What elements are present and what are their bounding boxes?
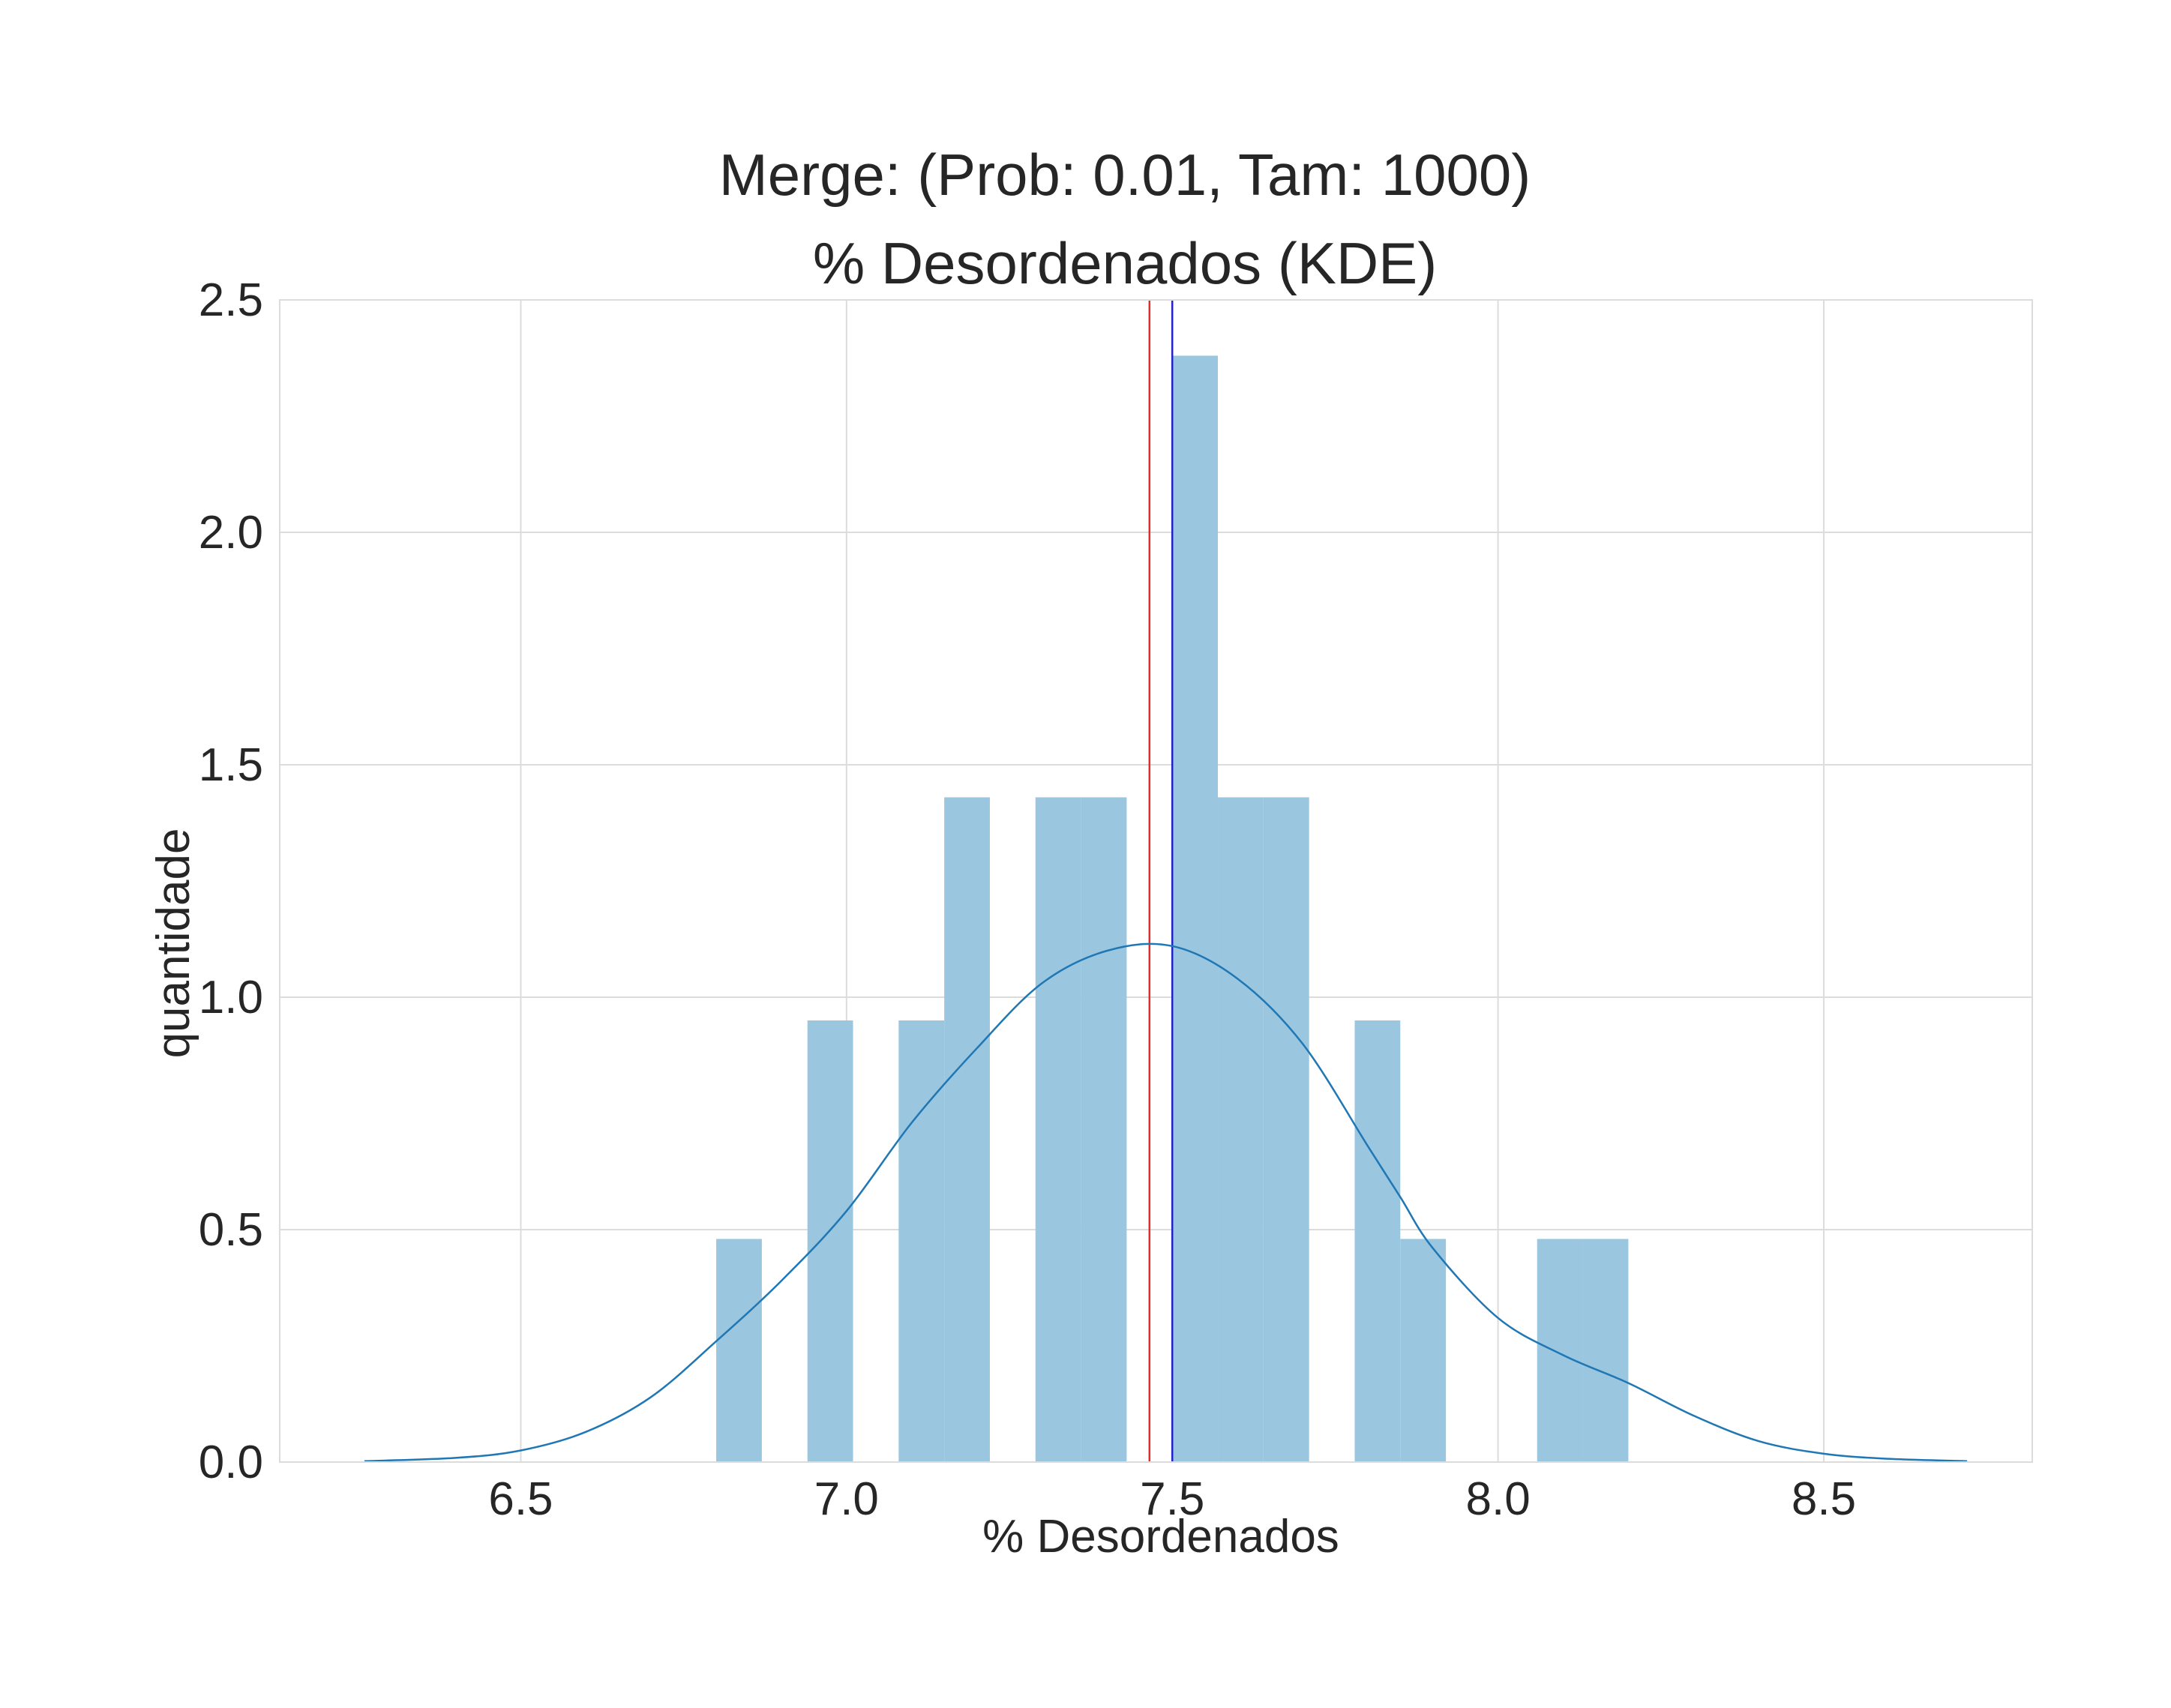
x-axis-label: % Desordenados xyxy=(982,1511,1339,1563)
histogram-bar xyxy=(1081,797,1127,1462)
histogram-bar xyxy=(1400,1239,1447,1462)
kde-line xyxy=(364,942,1968,1463)
x-tick-label: 7.5 xyxy=(1140,1473,1204,1525)
histogram-bar xyxy=(1035,797,1081,1462)
x-tick-label: 7.0 xyxy=(814,1473,879,1525)
chart-title: Merge: (Prob: 0.01, Tam: 1000) xyxy=(719,142,1531,208)
chart-subtitle: % Desordenados (KDE) xyxy=(813,230,1437,296)
histogram-bar xyxy=(807,1020,853,1462)
y-tick-label: 2.5 xyxy=(199,274,263,326)
grid xyxy=(280,299,2032,1463)
y-tick-label: 1.5 xyxy=(199,739,263,791)
histogram-bar xyxy=(1582,1239,1629,1462)
y-tick-label: 0.5 xyxy=(199,1204,263,1256)
histogram-bar xyxy=(898,1020,945,1462)
histogram-bar xyxy=(1263,797,1309,1462)
histogram-bar xyxy=(1354,1020,1401,1462)
x-tick-label: 8.5 xyxy=(1792,1473,1856,1525)
x-tick-label: 6.5 xyxy=(488,1473,553,1525)
histogram-bar xyxy=(1537,1239,1583,1462)
histogram-bars xyxy=(716,355,1629,1462)
histogram-bar xyxy=(716,1239,762,1462)
kde-curve xyxy=(364,942,1968,1463)
histogram-bar xyxy=(1172,355,1219,1462)
y-tick-label: 1.0 xyxy=(199,972,263,1023)
reference-lines xyxy=(1148,300,1174,1462)
y-axis-label: quantidade xyxy=(148,829,199,1059)
y-axis-ticks: 0.0 0.5 1.0 1.5 2.0 2.5 xyxy=(199,274,263,1488)
histogram-bar xyxy=(944,797,990,1462)
y-tick-label: 2.0 xyxy=(199,507,263,559)
histogram-bar xyxy=(1218,797,1264,1462)
plot-frame xyxy=(279,299,2033,1463)
x-axis-ticks: 6.5 7.0 7.5 8.0 8.5 xyxy=(488,1473,1856,1525)
y-tick-label: 0.0 xyxy=(199,1437,263,1488)
x-tick-label: 8.0 xyxy=(1466,1473,1531,1525)
